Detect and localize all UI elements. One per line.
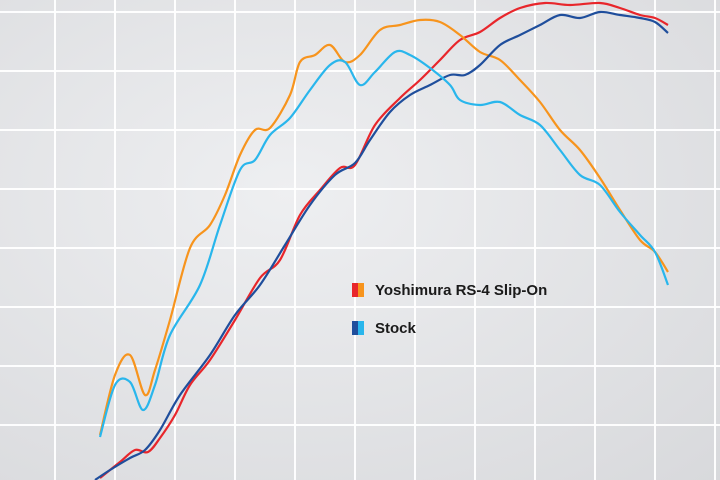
legend-swatch bbox=[352, 321, 358, 335]
legend-swatch bbox=[358, 283, 364, 297]
data-line bbox=[99, 1, 669, 479]
legend-label: Yoshimura RS-4 Slip-On bbox=[375, 282, 547, 299]
legend-label: Stock bbox=[375, 320, 417, 337]
data-line bbox=[98, 18, 669, 436]
data-line bbox=[94, 10, 669, 480]
legend-item: Stock bbox=[352, 320, 417, 337]
legend-swatch bbox=[358, 321, 364, 335]
legend-swatch bbox=[352, 283, 358, 297]
legend-item: Yoshimura RS-4 Slip-On bbox=[352, 282, 547, 299]
data-line bbox=[98, 49, 670, 438]
